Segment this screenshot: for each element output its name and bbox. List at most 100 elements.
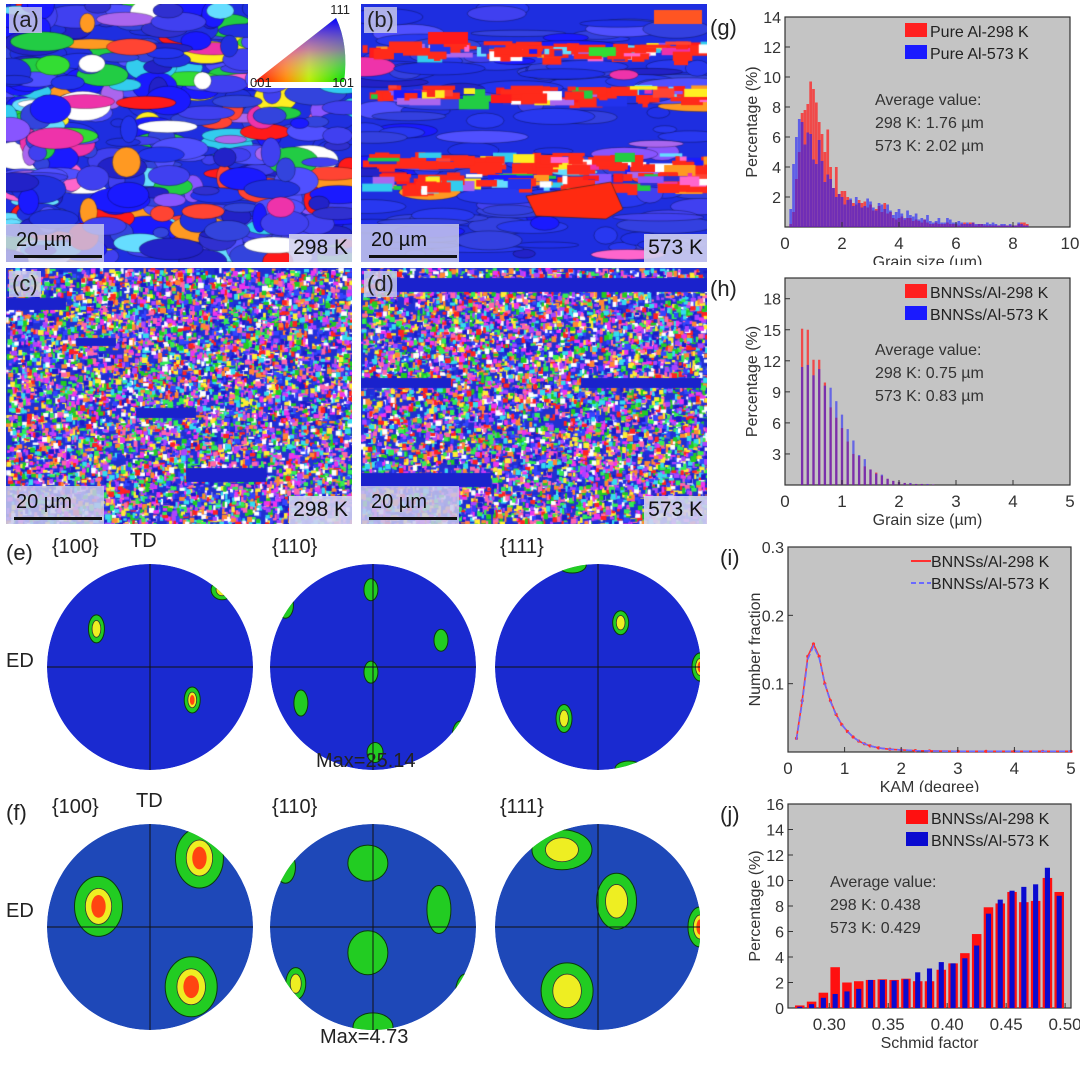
x-tick-label: 0.45 (990, 1015, 1023, 1034)
x-tick-label: 5 (1066, 759, 1075, 778)
bar-pure-al-573-k (963, 224, 966, 227)
plot-area (784, 277, 1071, 486)
average-value-annotation: 573 K: 0.429 (830, 920, 921, 937)
chart-g-grain-size-pure-al: (g) 0 2 4 6 8 10 2 4 6 8 10 12 14 Grain size (µm) Perce… (710, 10, 1080, 265)
pole-figure-0 (47, 824, 253, 1030)
legend-label: BNNSs/Al-573 K (931, 833, 1050, 850)
y-tick-label: 0.3 (762, 540, 784, 557)
x-tick-label: 0 (780, 492, 789, 511)
scale-bar-b (369, 255, 457, 258)
bar-bnnss-al-573-k (879, 979, 885, 1008)
bar-bnnss-al-573-k (938, 962, 944, 1008)
x-tick-label: 0 (780, 234, 789, 253)
chart-j-schmid-factor: (j) 0.30 0.35 0.40 0.45 0.50 0 2 4 6 8 10 12 14 16 Schm… (720, 797, 1080, 1052)
texture-pole (47, 1004, 70, 1026)
y-tick-label: 6 (772, 130, 781, 147)
y-tick-label: 3 (772, 447, 781, 464)
x-tick-label: 8 (1008, 234, 1017, 253)
ebsd-map-b: (b) 20 µm 573 K (361, 4, 707, 262)
chart-panel-label: (h) (710, 276, 737, 301)
bar-bnnss-al-573-k (818, 369, 821, 485)
texture-pole (426, 884, 452, 934)
bar-bnnss-al-573-k (832, 993, 838, 1008)
y-axis-label: Percentage (%) (744, 66, 761, 177)
pole-label-111-e: {111} (500, 536, 544, 558)
legend-swatch (905, 23, 927, 37)
pole-label-110-f: {110} (272, 796, 318, 818)
bar-pure-al-573-k (869, 201, 872, 227)
bar-bnnss-al-573-k (974, 945, 980, 1008)
bar-pure-al-573-k (812, 159, 815, 227)
scale-bar-text-b: 20 µm (371, 229, 427, 251)
ed-label-f: ED (6, 900, 34, 922)
bar-pure-al-573-k (797, 119, 801, 227)
scale-bar-text-a: 20 µm (16, 229, 72, 251)
average-value-annotation: 573 K: 2.02 µm (875, 138, 984, 155)
bar-bnnss-al-573-k (880, 474, 884, 485)
scale-bar-box-d: 20 µm (361, 486, 459, 524)
x-axis-label: Schmid factor (881, 1035, 979, 1052)
bar-pure-al-573-k (1023, 225, 1026, 227)
bar-pure-al-573-k (857, 203, 861, 227)
bar-pure-al-573-k (1005, 225, 1009, 227)
texture-pole (274, 850, 296, 884)
ipf-label-111: 111 (330, 2, 350, 17)
x-tick-label: 3 (951, 492, 960, 511)
bar-bnnss-al-573-k (914, 483, 918, 485)
bar-pure-al-573-k (832, 188, 835, 227)
bar-pure-al-573-k (886, 204, 889, 227)
bar-pure-al-573-k (817, 140, 821, 227)
bar-pure-al-573-k (983, 224, 986, 227)
bar-bnnss-al-573-k (812, 375, 815, 485)
bar-bnnss-al-573-k (820, 997, 826, 1008)
bar-bnnss-al-573-k (823, 385, 827, 485)
bar-bnnss-al-573-k (1044, 867, 1050, 1008)
legend-label: BNNSs/Al-298 K (931, 811, 1050, 828)
y-tick-label: 0.2 (762, 608, 784, 625)
x-tick-label: 0.50 (1049, 1015, 1080, 1034)
y-axis-label: Percentage (%) (747, 850, 764, 961)
bar-pure-al-573-k (795, 137, 798, 227)
average-value-annotation: Average value: (875, 342, 981, 359)
bar-pure-al-573-k (974, 224, 978, 227)
scale-bar-text-c: 20 µm (16, 491, 72, 513)
y-tick-label: 10 (763, 70, 781, 87)
scale-bar-c (14, 517, 102, 520)
bar-pure-al-573-k (820, 161, 824, 227)
data-point (811, 642, 816, 646)
texture-pole (452, 720, 470, 748)
bar-pure-al-573-k (834, 197, 838, 227)
bar-bnnss-al-573-k (809, 1004, 815, 1008)
pole-label-100-e: {100} (52, 536, 99, 558)
legend-label: BNNSs/Al-573 K (931, 576, 1050, 593)
bar-pure-al-573-k (994, 224, 998, 227)
x-tick-label: 4 (1008, 492, 1017, 511)
bar-pure-al-573-k (854, 197, 858, 227)
scale-bar-box-a: 20 µm (6, 224, 104, 262)
average-value-annotation: 298 K: 1.76 µm (875, 115, 984, 132)
legend-label: Pure Al-573 K (930, 46, 1029, 63)
scale-bar-text-d: 20 µm (371, 491, 427, 513)
y-tick-label: 14 (766, 823, 784, 840)
bar-pure-al-573-k (800, 122, 804, 227)
bar-pure-al-573-k (897, 209, 901, 227)
bar-bnnss-al-573-k (932, 484, 935, 485)
y-tick-label: 12 (763, 40, 781, 57)
x-axis-label: KAM (degree) (880, 779, 980, 792)
x-tick-label: 10 (1061, 234, 1080, 253)
bar-pure-al-573-k (894, 212, 898, 227)
bar-pure-al-573-k (900, 213, 904, 227)
bar-pure-al-573-k (906, 210, 909, 227)
y-axis-label: Number fraction (747, 593, 764, 707)
bar-bnnss-al-573-k (835, 401, 838, 485)
y-tick-label: 0 (775, 1001, 784, 1018)
bar-pure-al-573-k (789, 209, 793, 227)
y-tick-label: 8 (775, 899, 784, 916)
y-tick-label: 6 (775, 925, 784, 942)
x-tick-label: 2 (837, 234, 846, 253)
y-tick-label: 2 (775, 976, 784, 993)
bar-pure-al-573-k (849, 198, 852, 227)
bar-bnnss-al-573-k (844, 991, 850, 1008)
bar-bnnss-al-573-k (909, 482, 912, 485)
scale-bar-box-c: 20 µm (6, 486, 104, 524)
